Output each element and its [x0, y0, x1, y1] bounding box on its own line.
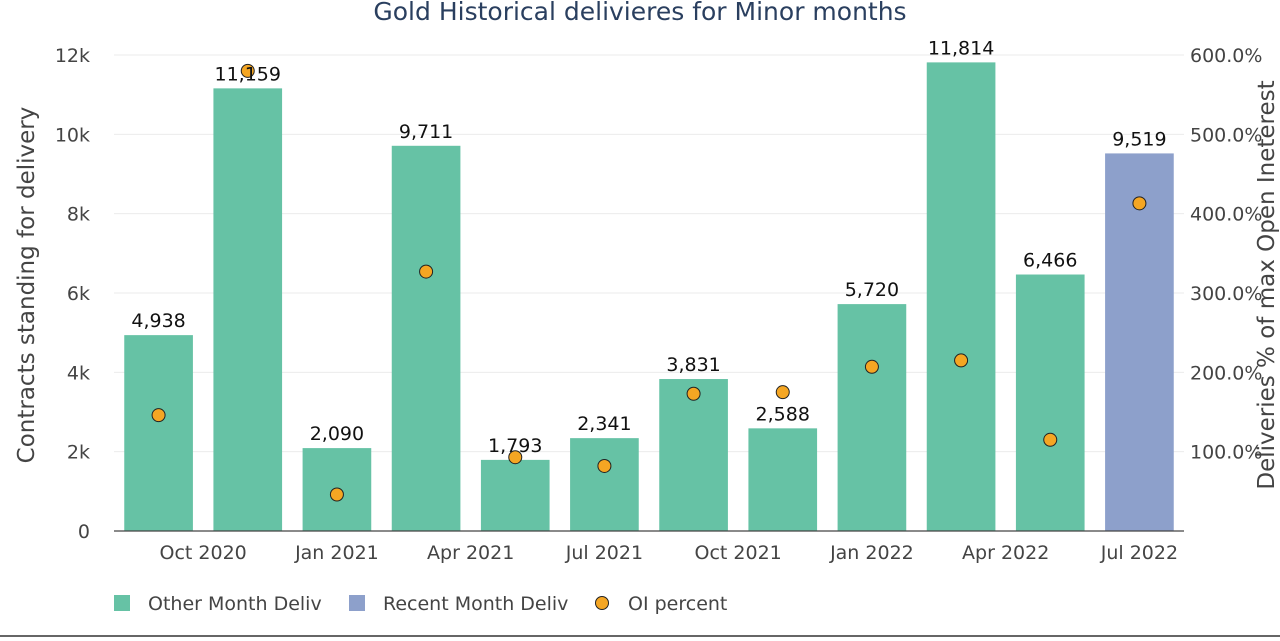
bar-other: [659, 379, 728, 531]
oi-point: [419, 264, 434, 279]
bar-value-label: 11,814: [928, 37, 994, 59]
x-tick-label: Jul 2022: [1100, 542, 1178, 564]
y-tick-label: 4k: [67, 362, 90, 384]
y2-tick-label: 400.0%: [1190, 204, 1262, 226]
y-tick-label: 12k: [55, 45, 90, 67]
y2-tick-label: 100.0%: [1190, 442, 1262, 464]
bar-value-label: 3,831: [666, 354, 720, 376]
legend-swatch-other: [114, 595, 130, 611]
x-tick-label: Oct 2020: [160, 542, 247, 564]
bar-value-label: 9,711: [399, 121, 453, 143]
legend-marker-oi: [595, 596, 609, 610]
bar-other: [213, 88, 283, 531]
bar-labels: 4,938 11,159 2,090 9,711 1,793 2,341 3,831 2,58…: [131, 37, 1166, 456]
y2-axis-title: Deliveries % of max Open Ineterest: [1254, 80, 1280, 489]
bar-other: [480, 459, 550, 531]
oi-point: [1043, 432, 1058, 447]
gridlines: [114, 54, 1184, 453]
bar-other: [926, 62, 996, 532]
y-tick-label: 2k: [67, 442, 90, 464]
bar-other: [837, 304, 907, 531]
x-tick-label: Jan 2021: [294, 542, 379, 564]
oi-point: [864, 359, 879, 374]
chart-title: Gold Historical delivieres for Minor mon…: [373, 0, 906, 26]
legend-swatch-recent: [349, 595, 365, 611]
bar-value-label: 4,938: [131, 310, 185, 332]
y-tick-label: 6k: [67, 283, 90, 305]
x-tick-label: Apr 2022: [962, 542, 1049, 564]
y-tick-label: 0: [78, 521, 90, 543]
bar-value-label: 2,090: [310, 423, 364, 445]
bar-other: [391, 145, 461, 531]
bar-value-label: 6,466: [1023, 250, 1077, 272]
y2-tick-label: 600.0%: [1190, 45, 1262, 67]
legend-label-other: Other Month Deliv: [148, 593, 322, 615]
x-tick-label: Jul 2021: [565, 542, 643, 564]
bar-other: [570, 438, 639, 531]
legend: Other Month Deliv Recent Month Deliv OI …: [114, 593, 727, 615]
oi-point: [1132, 196, 1147, 211]
bar-value-label: 2,588: [756, 403, 810, 425]
bar-value-label: 1,793: [488, 435, 542, 457]
legend-label-recent: Recent Month Deliv: [383, 593, 568, 615]
bar-value-label: 11,159: [215, 63, 281, 85]
x-tick-label: Oct 2021: [695, 542, 782, 564]
x-tick-label: Jan 2022: [829, 542, 914, 564]
bar-value-label: 9,519: [1112, 128, 1166, 150]
y2-tick-label: 300.0%: [1190, 283, 1262, 305]
bar-other: [748, 428, 818, 531]
y2-tick-label: 200.0%: [1190, 362, 1262, 384]
oi-point: [329, 487, 344, 502]
y-axis-title: Contracts standing for delivery: [14, 107, 40, 464]
oi-point: [954, 353, 969, 368]
y-tick-label: 10k: [55, 124, 90, 146]
axes: 0 2k 4k 6k 8k 10k 12k 100.0% 200.0% 300.0% 400.0% 5…: [55, 45, 1263, 564]
bar-recent: [1105, 153, 1174, 531]
bars: [124, 62, 1174, 532]
y-tick-label: 8k: [67, 204, 90, 226]
legend-label-oi: OI percent: [628, 593, 727, 615]
oi-point: [686, 386, 701, 401]
oi-point: [775, 385, 790, 400]
bar-other: [124, 335, 193, 531]
bar-value-label: 5,720: [845, 279, 899, 301]
bar-value-label: 2,341: [577, 413, 631, 435]
oi-point: [240, 63, 255, 78]
oi-point: [151, 408, 166, 423]
oi-points: [151, 63, 1147, 502]
oi-point: [597, 458, 612, 473]
x-tick-label: Apr 2021: [427, 542, 514, 564]
y2-tick-label: 500.0%: [1190, 124, 1262, 146]
bar-other: [1015, 274, 1085, 531]
oi-point: [508, 450, 523, 465]
